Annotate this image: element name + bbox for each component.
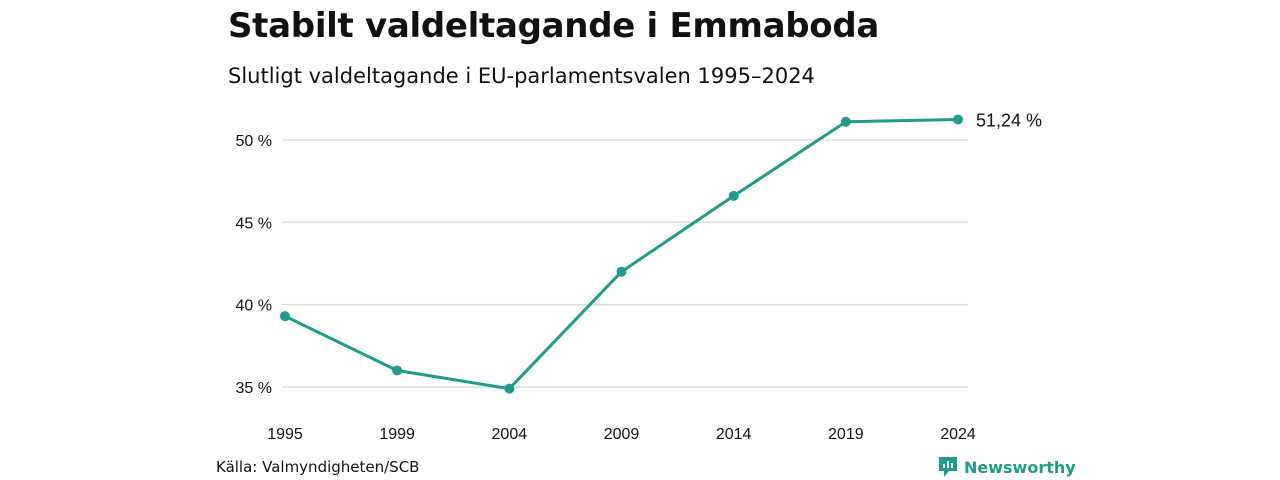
line-chart: 35 % 40 % 45 % 50 % 1995 1999 2004 2009 2014 201… — [236, 111, 1043, 444]
y-tick-label: 40 % — [236, 298, 272, 315]
newsworthy-logo-icon — [939, 457, 957, 477]
gridlines — [282, 139, 968, 388]
data-point — [840, 116, 851, 127]
chart-subtitle: Slutligt valdeltagande i EU-parlamentsva… — [228, 64, 815, 88]
source-note: Källa: Valmyndigheten/SCB — [216, 458, 420, 476]
data-point — [616, 266, 627, 277]
chart-title: Stabilt valdeltagande i Emmaboda — [228, 6, 880, 46]
y-tick-label: 45 % — [236, 215, 272, 232]
data-point — [280, 311, 290, 322]
series-line — [284, 118, 959, 391]
x-tick-label: 1995 — [267, 426, 303, 443]
series-polyline — [284, 118, 959, 391]
y-tick-label: 35 % — [236, 380, 272, 397]
x-axis-ticks: 1995 1999 2004 2009 2014 2019 2024 — [267, 426, 976, 443]
y-axis-ticks: 35 % 40 % 45 % 50 % — [236, 133, 272, 397]
data-point — [728, 190, 739, 201]
data-point — [392, 365, 403, 376]
x-tick-label: 2009 — [604, 426, 640, 443]
data-labels: 51,24 % — [976, 111, 1042, 131]
x-tick-label: 2004 — [492, 426, 528, 443]
data-point — [504, 383, 515, 394]
x-tick-label: 2019 — [828, 426, 864, 443]
x-tick-label: 2024 — [940, 426, 976, 443]
brand-logo[interactable]: Newsworthy — [938, 456, 1076, 478]
brand-name: Newsworthy — [964, 457, 1076, 477]
y-tick-label: 50 % — [236, 133, 272, 150]
x-tick-label: 2014 — [716, 426, 752, 443]
data-point — [953, 114, 963, 125]
end-value-label: 51,24 % — [976, 111, 1042, 131]
x-tick-label: 1999 — [379, 426, 415, 443]
series-points — [280, 114, 963, 394]
